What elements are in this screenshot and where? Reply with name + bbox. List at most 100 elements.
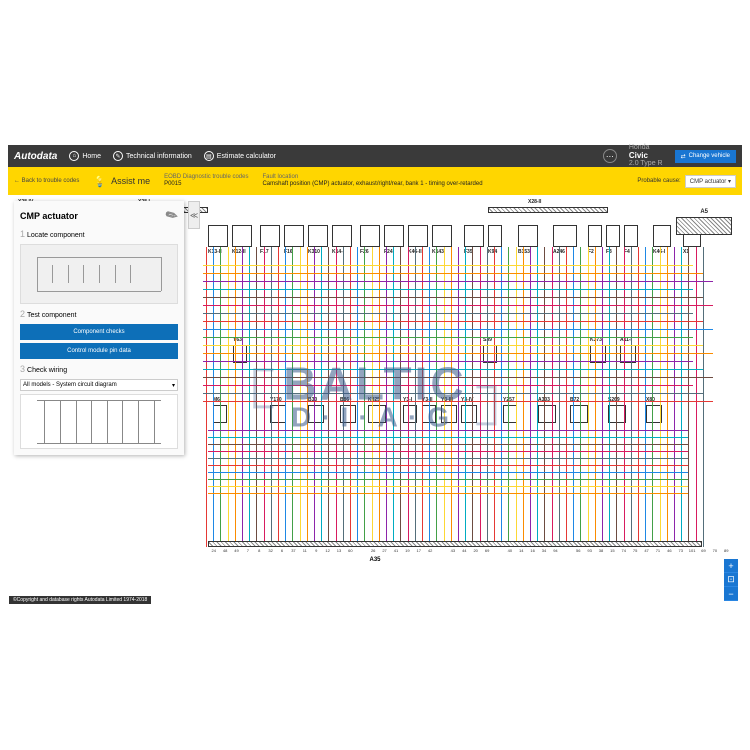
probable-cause-select[interactable]: CMP actuator ▾: [685, 175, 736, 188]
nav-home[interactable]: ⌂ Home: [69, 151, 101, 161]
fault-title: Fault location: [262, 174, 482, 181]
step-2: 2Test component: [20, 309, 178, 319]
wire: [203, 281, 713, 282]
pin-number: 101: [686, 548, 697, 553]
component-K46-I[interactable]: [653, 225, 671, 247]
component-label: K94: [488, 249, 497, 255]
more-icon[interactable]: ⋯: [603, 149, 617, 163]
component-B153[interactable]: [518, 225, 538, 247]
assist-me[interactable]: 💡 Assist me: [93, 175, 150, 188]
fault-block: Fault location Camshaft position (CMP) a…: [262, 174, 482, 188]
wire: [206, 247, 207, 547]
assist-panel: CMP actuator ✎ 1Locate component 2Test c…: [14, 201, 184, 455]
component-K12-II[interactable]: [232, 225, 252, 247]
pin-data-button[interactable]: Control module pin data: [20, 343, 178, 359]
component-F24[interactable]: [384, 225, 404, 247]
step-1: 1Locate component: [20, 229, 178, 239]
pin-number: 48: [219, 548, 230, 553]
wire: [203, 353, 713, 354]
wire: [213, 247, 214, 547]
component-checks-button[interactable]: Component checks: [20, 324, 178, 340]
main-area: CMP actuator ✎ 1Locate component 2Test c…: [8, 195, 742, 605]
pin-number-row: 2448497832637119121360262741191742434420…: [208, 548, 732, 553]
wire: [203, 361, 693, 362]
component-F35[interactable]: [464, 225, 484, 247]
wire: [638, 247, 639, 547]
pin-number: 7: [242, 548, 253, 553]
pin-number: 9: [311, 548, 322, 553]
wrench-icon: ✎: [113, 151, 123, 161]
zoom-in-button[interactable]: +: [724, 559, 738, 573]
wire: [203, 345, 703, 346]
wire: [249, 247, 250, 547]
component-F16[interactable]: [284, 225, 304, 247]
zoom-out-button[interactable]: −: [724, 587, 738, 601]
vehicle-model: Civic: [629, 152, 663, 161]
component-K94[interactable]: [488, 225, 502, 247]
pin-number: 89: [721, 548, 732, 553]
component-A246[interactable]: [553, 225, 577, 247]
wire: [350, 247, 351, 547]
component-F4[interactable]: [624, 225, 638, 247]
pin-number: 69: [481, 548, 492, 553]
component-F3[interactable]: [606, 225, 620, 247]
wire: [203, 273, 703, 274]
wire: [292, 247, 293, 547]
wire: [256, 247, 257, 547]
wire: [415, 247, 416, 547]
component-F17[interactable]: [260, 225, 280, 247]
pin-number: 19: [402, 548, 413, 553]
nav-estimate[interactable]: ▤ Estimate calculator: [204, 151, 276, 161]
pin-number: [493, 548, 504, 553]
wire: [552, 247, 553, 547]
top-navbar: Autodata ⌂ Home ✎ Technical information …: [8, 145, 742, 167]
pin-number: [561, 548, 572, 553]
pin-number: [356, 548, 367, 553]
back-link[interactable]: ← Back to trouble codes: [14, 178, 79, 184]
wire: [523, 247, 524, 547]
wire: [408, 247, 409, 547]
pin-number: 47: [641, 548, 652, 553]
pin-number: 11: [299, 548, 310, 553]
wire: [203, 369, 703, 370]
wiring-diagram-select[interactable]: All models - System circuit diagram ▾: [20, 379, 178, 391]
component-label: X80: [646, 397, 655, 403]
pin-number: 75: [629, 548, 640, 553]
zoom-fit-button[interactable]: ⊡: [724, 573, 738, 587]
wire: [242, 247, 243, 547]
nav-tech-info[interactable]: ✎ Technical information: [113, 151, 192, 161]
wiring-thumbnail[interactable]: [20, 394, 178, 449]
pin-number: 93: [584, 548, 595, 553]
component-F26[interactable]: [360, 225, 380, 247]
wire: [208, 430, 688, 431]
component-Y3-IV[interactable]: [461, 405, 477, 423]
pin-number: 60: [345, 548, 356, 553]
wire: [400, 247, 401, 547]
component-K46-II[interactable]: [408, 225, 428, 247]
component-label: B86: [340, 397, 349, 403]
change-vehicle-button[interactable]: ⇄ Change vehicle: [675, 150, 736, 163]
wire: [203, 313, 693, 314]
wire: [609, 247, 610, 547]
wire: [220, 247, 221, 547]
wire: [688, 247, 689, 547]
panel-collapse-button[interactable]: ≪: [188, 201, 200, 229]
pin-number: 16: [527, 548, 538, 553]
context-bar: ← Back to trouble codes 💡 Assist me EOBD…: [8, 167, 742, 195]
nav-home-label: Home: [82, 153, 101, 160]
component-F2[interactable]: [588, 225, 602, 247]
panel-title: CMP actuator ✎: [20, 207, 178, 224]
wire: [208, 486, 688, 487]
wire: [203, 377, 713, 378]
wire: [667, 247, 668, 547]
component-K14-I[interactable]: [332, 225, 352, 247]
component-K310[interactable]: [308, 225, 328, 247]
wire: [501, 247, 502, 547]
component-K13-II[interactable]: [208, 225, 228, 247]
wire: [393, 247, 394, 547]
component-A303[interactable]: [538, 405, 556, 423]
dtc-title: EOBD Diagnostic trouble codes: [164, 174, 248, 181]
locate-component-image[interactable]: [20, 244, 178, 304]
component-K143[interactable]: [432, 225, 452, 247]
wire: [573, 247, 574, 547]
